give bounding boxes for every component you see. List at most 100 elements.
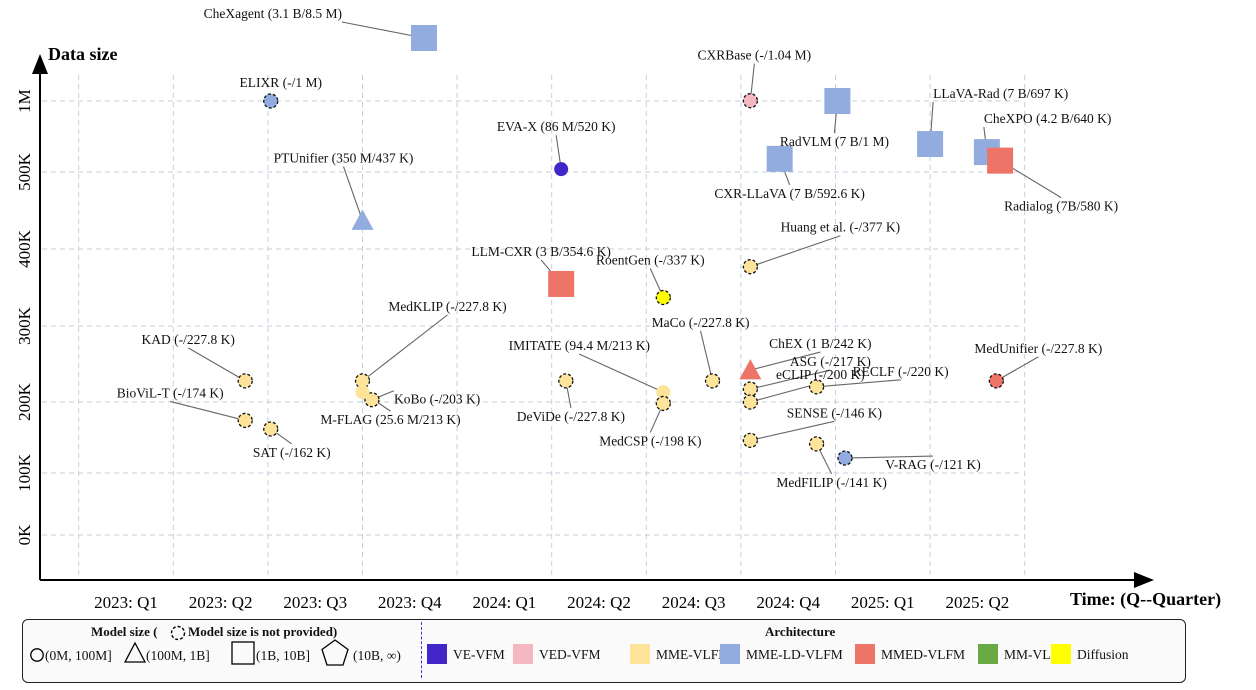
x-tick-label: 2023: Q1	[94, 593, 158, 612]
point-elixr	[263, 93, 279, 109]
leader-line	[996, 356, 1039, 382]
leader-line	[816, 379, 901, 388]
leader-line	[341, 21, 425, 39]
y-tick-label: 0K	[15, 524, 34, 546]
point-imitate	[656, 385, 671, 400]
label-llava-rad: LLaVA-Rad (7 B/697 K)	[933, 86, 1068, 101]
point-huang-et-al-	[742, 259, 759, 275]
leader-line	[750, 235, 841, 268]
legend-arch-ved-vfm: VED-VFM	[539, 647, 601, 662]
label-biovil-t: BioViL-T (-/174 K)	[117, 385, 224, 400]
label-radialog: Radialog (7B/580 K)	[1004, 199, 1118, 214]
point-chex	[739, 359, 762, 380]
leader-line	[844, 455, 933, 459]
label-eva-x: EVA-X (86 M/520 K)	[497, 119, 616, 134]
label-chexpo: CheXPO (4.2 B/640 K)	[984, 111, 1112, 126]
data-points	[237, 25, 1014, 466]
legend-size-3: (10B, ∞)	[353, 648, 401, 663]
y-tick-label: 200K	[15, 382, 34, 421]
swatch-ve-vfm	[427, 644, 447, 664]
point-ptunifier	[351, 209, 374, 230]
point-radvlm	[824, 88, 851, 114]
label-maco: MaCo (-/227.8 K)	[652, 315, 750, 330]
y-tick-label: 500K	[15, 152, 34, 191]
point-llava-rad	[917, 131, 944, 158]
leader-line	[342, 166, 364, 221]
legend-size-0: (0M, 100M]	[45, 648, 112, 663]
leader-line	[750, 420, 835, 441]
label-reclf: RECLF (-/220 K)	[853, 364, 949, 379]
point-sat	[263, 421, 279, 437]
label-elixr: ELIXR (-/1 M)	[239, 75, 321, 90]
point-labels: CheXagent (3.1 B/8.5 M) ELIXR (-/1 M) EVA-…	[117, 6, 1118, 490]
leader-line	[699, 330, 714, 382]
legend-arch-mmed-vlfm: MMED-VLFM	[881, 647, 966, 662]
x-tick-label: 2025: Q2	[946, 593, 1010, 612]
legend-arch-mme-ld-vlfm: MME-LD-VLFM	[746, 647, 843, 662]
point-medunifier	[988, 373, 1004, 389]
point-reclf	[808, 379, 825, 395]
point-medcsp	[655, 395, 671, 412]
leader-line	[170, 400, 246, 421]
x-tick-label: 2025: Q1	[851, 593, 915, 612]
point-biovil-t	[237, 412, 253, 429]
y-tick-label: 400K	[15, 229, 34, 268]
point-medfilip	[808, 436, 825, 452]
point-m-flag	[355, 385, 370, 400]
point-sense	[742, 432, 759, 448]
point-chexagent	[410, 25, 437, 51]
swatch-ved-vfm	[513, 644, 533, 664]
leader-line	[362, 314, 448, 382]
y-tick-labels: 0K 100K 200K 300K 400K 500K 1M	[15, 89, 34, 545]
x-axis-title: Time: (Q--Quarter)	[1070, 589, 1221, 610]
label-ptunifier: PTUnifier (350 M/437 K)	[274, 151, 414, 166]
x-tick-labels: 2023: Q1 2023: Q2 2023: Q3 2023: Q4 2024: Q1…	[94, 593, 1009, 612]
legend-model-size-title-pre: Model size (	[91, 624, 158, 639]
x-tick-label: 2024: Q3	[662, 593, 726, 612]
label-chexagent: CheXagent (3.1 B/8.5 M)	[204, 6, 342, 21]
label-m-flag: M-FLAG (25.6 M/213 K)	[320, 412, 460, 427]
label-asg: ASG (-/217 K)	[790, 354, 871, 369]
triangle-shape-icon	[124, 641, 146, 663]
point-llm-cxr	[548, 270, 575, 297]
y-tick-label: 1M	[15, 89, 34, 113]
grid-lines	[42, 75, 1026, 578]
label-cxr-llava: CXR-LLaVA (7 B/592.6 K)	[714, 186, 865, 201]
legend-arch-diffusion: Diffusion	[1077, 647, 1129, 662]
leader-line	[579, 353, 664, 393]
swatch-diffusion	[1051, 644, 1071, 664]
point-devide	[558, 373, 574, 389]
swatch-mm-vlfm	[978, 644, 998, 664]
y-axis-title: Data size	[48, 44, 117, 64]
leader-line	[750, 351, 821, 371]
label-roentgen: RoentGen (-/337 K)	[596, 253, 705, 268]
legend-arch-mme-vlfm: MME-VLFM	[656, 647, 731, 662]
pentagon-shape-icon	[321, 639, 349, 666]
label-huang-et-al-: Huang et al. (-/377 K)	[781, 220, 901, 235]
swatch-mme-vlfm	[630, 644, 650, 664]
x-tick-label: 2024: Q4	[756, 593, 820, 612]
leader-line	[750, 369, 831, 390]
label-llm-cxr: LLM-CXR (3 B/354.6 K)	[471, 244, 611, 259]
label-sense: SENSE (-/146 K)	[787, 405, 882, 420]
legend-model-size-title-post: Model size is not provided)	[188, 624, 338, 639]
legend-arch-ve-vfm: VE-VFM	[453, 647, 505, 662]
leader-line	[750, 382, 821, 403]
swatch-mmed-vlfm	[855, 644, 875, 664]
circle-shape-icon	[30, 648, 44, 662]
point-eva-x	[554, 162, 569, 177]
point-asg	[742, 381, 759, 397]
legend-architecture-title: Architecture	[765, 624, 836, 639]
point-eclip	[742, 394, 759, 410]
point-maco	[704, 373, 721, 389]
legend-size-1: (100M, 1B]	[146, 648, 210, 663]
label-medcsp: MedCSP (-/198 K)	[599, 433, 701, 448]
label-kad: KAD (-/227.8 K)	[142, 332, 235, 347]
label-cxrbase: CXRBase (-/1.04 M)	[698, 48, 812, 63]
legend-divider	[421, 622, 422, 678]
x-tick-label: 2024: Q2	[567, 593, 631, 612]
swatch-mme-ld-vlfm	[720, 644, 740, 664]
legend: Model size ( Model size is not provided)…	[22, 619, 1186, 683]
axes	[32, 54, 1154, 588]
label-chex: ChEX (1 B/242 K)	[769, 336, 871, 351]
